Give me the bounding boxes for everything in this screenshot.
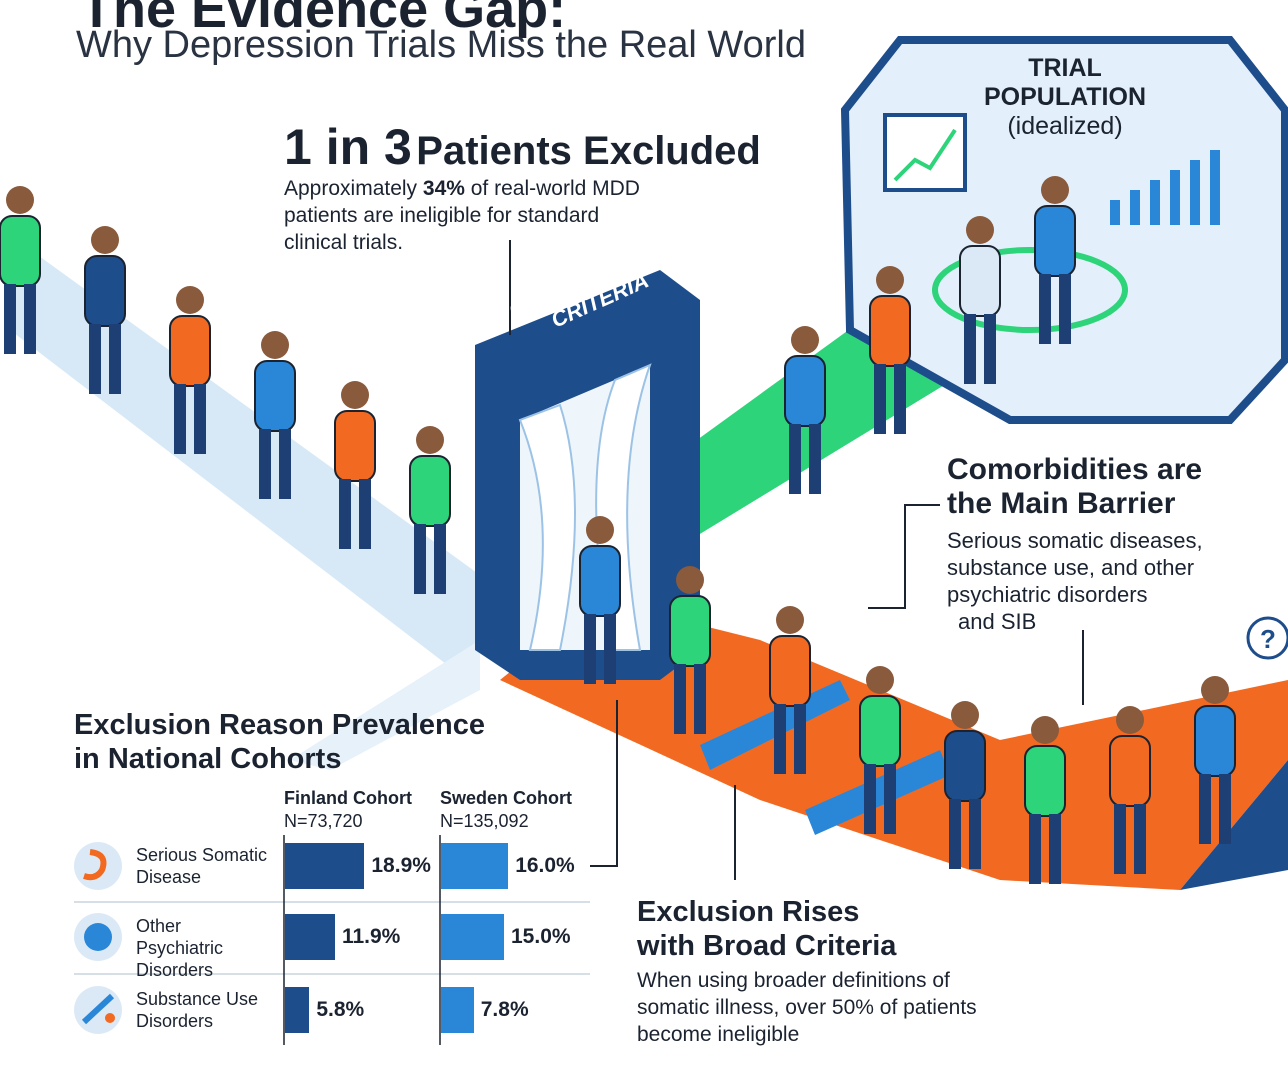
headline-emphasis: 1 in 3 [284,119,412,175]
body-line: and SIB [958,609,1037,634]
body-line: substance use, and other [947,555,1195,580]
person [84,226,126,394]
headline: 1 in 3 Patients Excluded [284,118,761,176]
person [409,426,451,594]
heading-line: Comorbidities are [947,453,1203,486]
label-line: (idealized) [1007,112,1123,140]
body-line: become ineligible [637,1023,800,1046]
series-name: Sweden Cohort [440,788,573,808]
body-line: Approximately 34% of real-world MDD [284,175,640,202]
category-icons [74,842,122,1034]
person [784,326,826,494]
heading-line: with Broad Criteria [637,930,897,962]
person [959,216,1001,384]
title-line: Exclusion Reason Prevalence [74,709,486,741]
person [254,331,296,499]
value-label: 11.9% [341,925,401,948]
body-line: somatic illness, over 50% of patients [637,996,977,1019]
chart-rules [74,901,590,975]
question-mark: ? [1260,624,1276,654]
headline-body: Approximately 34% of real-world MDD pati… [284,175,640,256]
series-n: N=135,092 [440,811,529,831]
broad-body: When using broader definitions of somati… [637,967,977,1048]
person [1109,706,1151,874]
person [0,186,41,354]
series-name: Finland Cohort [284,788,412,808]
value-label: 5.8% [316,998,365,1021]
broad-heading: Exclusion Rises with Broad Criteria [637,895,896,963]
body-line: psychiatric disorders [947,582,1148,607]
text: of real-world MDD [464,177,640,200]
question-bubble [1246,616,1288,660]
body-line: When using broader definitions of [637,969,950,992]
title: The Evidence Gap: [80,0,567,39]
blue-band [1180,760,1288,890]
value-label: 15.0% [511,925,571,948]
heading-line: the Main Barrier [947,487,1176,520]
label-line: TRIAL [1028,54,1102,82]
chart-axes [283,835,441,1045]
bar [285,843,365,889]
heading-line: Exclusion Rises [637,896,860,928]
category-label: Substance Use Disorders [136,989,259,1031]
connectors [509,240,1084,880]
title-line: in National Cohorts [74,743,342,775]
light-path-tail [290,640,480,770]
value-label: 16.0% [515,854,575,877]
category-label: Serious Somatic Disease [136,845,268,887]
light-path [10,235,480,690]
bar [441,914,504,960]
bar [441,987,474,1033]
person [669,566,711,734]
body-line: clinical trials. [284,231,404,254]
person [944,701,986,869]
value-label: 7.8% [480,998,529,1021]
body-line: Serious somatic diseases, [947,528,1203,553]
series-n: N=73,720 [284,811,363,831]
text: Approximately [284,177,423,200]
person [769,606,811,774]
category-label: Other Psychiatric Disorders [136,916,224,980]
room-bars [1110,150,1220,225]
subtitle: Why Depression Trials Miss the Real Worl… [76,24,806,66]
bar [285,987,310,1033]
bar [285,914,335,960]
person [579,516,621,684]
person [859,666,901,834]
body-line: patients are ineligible for standard [284,204,600,227]
person [1194,676,1236,844]
highlight: 34% [422,177,465,200]
value-label: 18.9% [371,854,431,877]
comorbidities-body: Serious somatic diseases, substance use,… [947,527,1203,635]
headline-rest: Patients Excluded [416,129,761,173]
people [0,176,1236,884]
person [334,381,376,549]
trial-population-label: TRIAL POPULATION (idealized) [965,54,1165,141]
label-line: POPULATION [983,83,1147,111]
person [1034,176,1076,344]
person [869,266,911,434]
person [1024,716,1066,884]
bar [441,843,509,889]
room-ring [932,247,1128,333]
comorbidities-heading: Comorbidities are the Main Barrier [947,453,1202,521]
chart-title: Exclusion Reason Prevalence in National … [74,708,485,776]
person [169,286,211,454]
board-line [893,128,957,182]
barrier [805,750,950,835]
